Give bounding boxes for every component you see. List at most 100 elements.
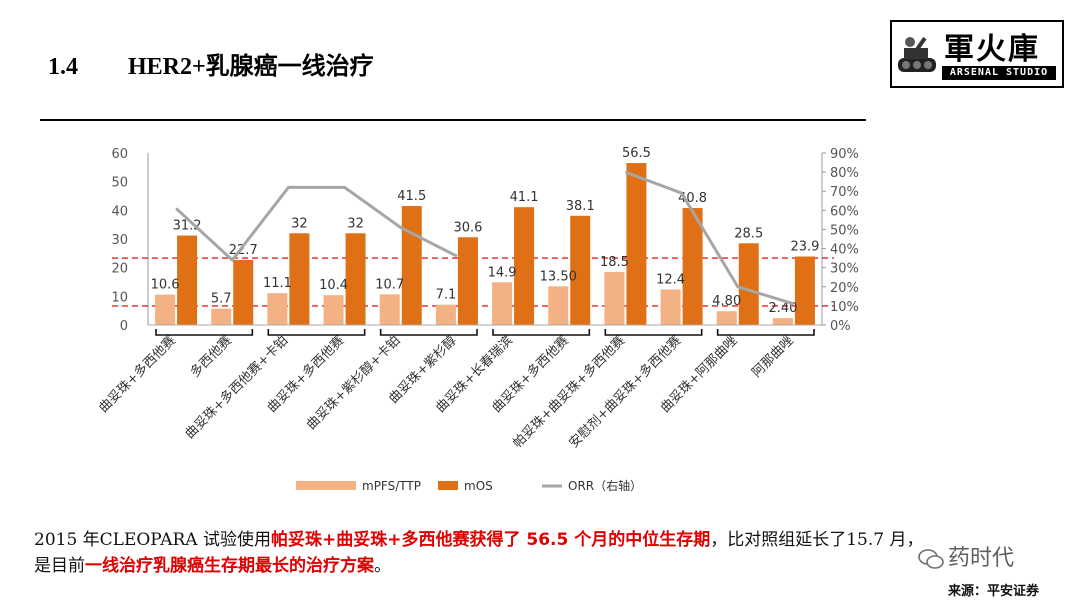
legend-swatch-mos (438, 481, 458, 490)
bar-mos (570, 215, 591, 325)
legend-label-orr: ORR（右轴） (568, 478, 642, 493)
logo-text-en: ARSENAL STUDIO (942, 66, 1056, 80)
y-right-tick-label: 60% (830, 204, 859, 219)
data-label-mos: 41.1 (510, 190, 539, 205)
y-left-tick-label: 10 (111, 290, 128, 305)
bar-mos (682, 208, 703, 325)
logo-text-cn: 軍火庫 (944, 32, 1040, 67)
data-label-mos: 23.9 (790, 239, 819, 254)
bar-mpfs (379, 294, 400, 325)
bar-mpfs (323, 295, 344, 325)
y-right-tick-label: 0% (830, 319, 851, 334)
data-label-mpfs: 18.5 (600, 255, 629, 270)
y-right-tick-label: 20% (830, 281, 859, 296)
bar-mpfs (435, 304, 456, 325)
y-left-tick-label: 20 (111, 262, 128, 277)
category-label: 曲妥珠+多西他赛+卡铂 (182, 333, 291, 442)
bar-mos (401, 206, 422, 325)
y-left-tick-label: 40 (111, 204, 128, 219)
bar-mpfs (492, 282, 513, 325)
bar-mos (177, 235, 198, 325)
bar-mpfs (211, 308, 232, 325)
group-bracket (604, 329, 703, 336)
category-label: 安慰剂+曲妥珠+多西他赛 (566, 333, 685, 452)
data-label-mpfs: 7.1 (436, 288, 457, 303)
bar-mpfs (604, 271, 625, 325)
data-label-mpfs: 13.50 (540, 269, 577, 284)
data-label-mos: 41.5 (397, 189, 426, 204)
caption-highlight: 一线治疗乳腺癌生存期最长的治疗方案 (85, 556, 374, 576)
data-label-mos: 31.2 (173, 219, 202, 234)
bar-mpfs (155, 294, 176, 325)
bar-mos (345, 233, 366, 325)
y-left-tick-label: 0 (120, 319, 128, 334)
data-label-mos: 28.5 (734, 226, 763, 241)
title-divider (40, 119, 866, 121)
orr-line (175, 185, 458, 263)
category-label: 阿那曲唑 (749, 333, 797, 381)
tank-emblem-icon (898, 37, 936, 72)
caption-text: 2015 年CLEOPARA 试验使用帕妥珠+曲妥珠+多西他赛获得了 56.5 … (34, 527, 1074, 579)
data-label-mpfs: 4.80 (712, 294, 741, 309)
watermark: 药时代 (918, 540, 1014, 572)
y-right-tick-label: 70% (830, 185, 859, 200)
group-bracket (155, 329, 254, 336)
caption-highlight: 帕妥珠+曲妥珠+多西他赛获得了 56.5 个月的中位生存期 (270, 530, 711, 550)
data-label-mpfs: 2.40 (768, 301, 797, 316)
data-label-mpfs: 5.7 (211, 292, 232, 307)
data-label-mos: 38.1 (566, 199, 595, 214)
y-left-tick-label: 50 (111, 176, 128, 191)
page-title: 1.4 HER2+乳腺癌一线治疗 (48, 46, 374, 81)
bar-mos (626, 163, 647, 325)
data-label-mpfs: 10.4 (319, 278, 348, 293)
group-bracket (492, 329, 591, 336)
category-label: 曲妥珠+多西他赛 (96, 333, 179, 416)
y-left-tick-label: 60 (111, 147, 128, 162)
caption-part: 2015 年CLEOPARA 试验使用 (34, 530, 271, 550)
data-label-mpfs: 12.4 (656, 272, 685, 287)
category-label: 多西他赛 (187, 333, 235, 381)
bar-mos (514, 207, 535, 325)
title-text: HER2+乳腺癌一线治疗 (128, 54, 374, 80)
legend-swatch-mpfs (296, 481, 356, 490)
y-right-tick-label: 30% (830, 262, 859, 277)
category-label: 曲妥珠+紫杉醇+卡铂 (303, 333, 403, 433)
arsenal-studio-logo: 軍火庫 ARSENAL STUDIO (890, 20, 1064, 88)
group-bracket (267, 329, 366, 336)
y-left-tick-label: 30 (111, 233, 128, 248)
bar-mos (457, 237, 478, 325)
data-label-mpfs: 11.1 (263, 276, 292, 291)
group-bracket (379, 329, 478, 336)
caption-part: ，比对照组延长了15.7 月， (710, 530, 924, 550)
y-right-tick-label: 90% (830, 147, 859, 162)
category-label: 帕妥珠+曲妥珠+多西他赛 (510, 333, 629, 452)
bar-mpfs (716, 311, 737, 325)
bar-mpfs (548, 286, 569, 325)
y-right-tick-label: 40% (830, 243, 859, 258)
y-right-tick-label: 50% (830, 223, 859, 238)
section-number: 1.4 (48, 54, 78, 80)
wechat-icon (918, 549, 944, 569)
bar-mos (738, 243, 759, 325)
group-bracket (716, 329, 815, 336)
bar-mos (233, 259, 254, 325)
bar-mpfs (267, 293, 288, 325)
source-note: 来源：平安证券 (948, 584, 1040, 599)
bar-mpfs (660, 289, 681, 325)
caption-part: 。 (374, 556, 391, 576)
data-label-mpfs: 14.9 (488, 265, 517, 280)
bar-mos (289, 233, 310, 325)
data-label-mos: 32 (347, 216, 364, 231)
data-label-mos: 32 (291, 216, 308, 231)
orr-line (624, 170, 795, 306)
caption-part: 是目前 (34, 556, 85, 576)
y-right-tick-label: 10% (830, 300, 859, 315)
legend-label-mos: mOS (464, 479, 493, 493)
y-right-tick-label: 80% (830, 166, 859, 181)
bar-mpfs (772, 318, 793, 325)
data-label-mos: 56.5 (622, 146, 651, 161)
legend-label-mpfs: mPFS/TTP (362, 479, 421, 493)
data-label-mpfs: 10.6 (151, 278, 180, 293)
watermark-text: 药时代 (948, 546, 1015, 571)
